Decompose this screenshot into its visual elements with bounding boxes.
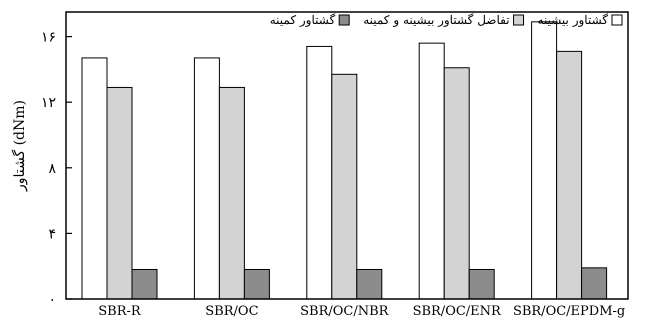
- x-category-label: SBR/OC/ENR: [413, 304, 502, 319]
- bar-3-1: [131, 268, 158, 300]
- bar-2-1: [106, 86, 133, 300]
- axes-layer: ۰ ۴ ۸ ۱۲ ۱۶ SBR-R SBR/OC SBR/OC/NBR SBR/OC/ENR SB…: [41, 11, 629, 319]
- plot-frame: [65, 11, 629, 300]
- bar-2-2: [218, 86, 245, 300]
- bar-1-3: [306, 45, 333, 300]
- y-tick-label: ۱۶: [41, 30, 56, 46]
- y-axis-label: گشتاور (dNm): [11, 100, 28, 192]
- x-category-label: SBR/OC/NBR: [300, 304, 390, 319]
- legend-swatch: [513, 14, 525, 26]
- bar-3-5: [581, 267, 608, 300]
- bar-1-5: [531, 21, 558, 300]
- legend-label: تفاضل گشتاور بیشینه و کمینه: [363, 13, 509, 27]
- x-category-label: SBR/OC/EPDM-g: [513, 304, 625, 319]
- legend-swatch: [338, 14, 350, 26]
- bar-3-2: [243, 268, 270, 300]
- x-category-label: SBR/OC: [205, 304, 258, 319]
- legend-label: گشتاور بیشینه: [538, 13, 609, 27]
- legend: گشتاور بیشینه تفاضل گشتاور بیشینه و کمینه…: [270, 13, 623, 27]
- bar-3-3: [356, 268, 383, 300]
- bar-1-4: [418, 42, 445, 300]
- y-tick-label: ۸: [48, 161, 56, 177]
- bars-layer: [81, 21, 608, 300]
- bar-2-5: [556, 50, 583, 300]
- legend-label: گشتاور کمینه: [270, 13, 336, 27]
- y-tick-label: ۱۲: [41, 95, 56, 111]
- legend-swatch: [611, 14, 623, 26]
- y-tick-label: ۰: [48, 292, 56, 308]
- bar-3-4: [468, 268, 495, 300]
- x-category-label: SBR-R: [98, 304, 142, 319]
- bar-1-1: [81, 57, 108, 300]
- y-tick-label: ۴: [48, 226, 56, 242]
- bar-2-3: [331, 73, 358, 300]
- bar-2-4: [443, 67, 470, 300]
- bar-1-2: [193, 57, 220, 300]
